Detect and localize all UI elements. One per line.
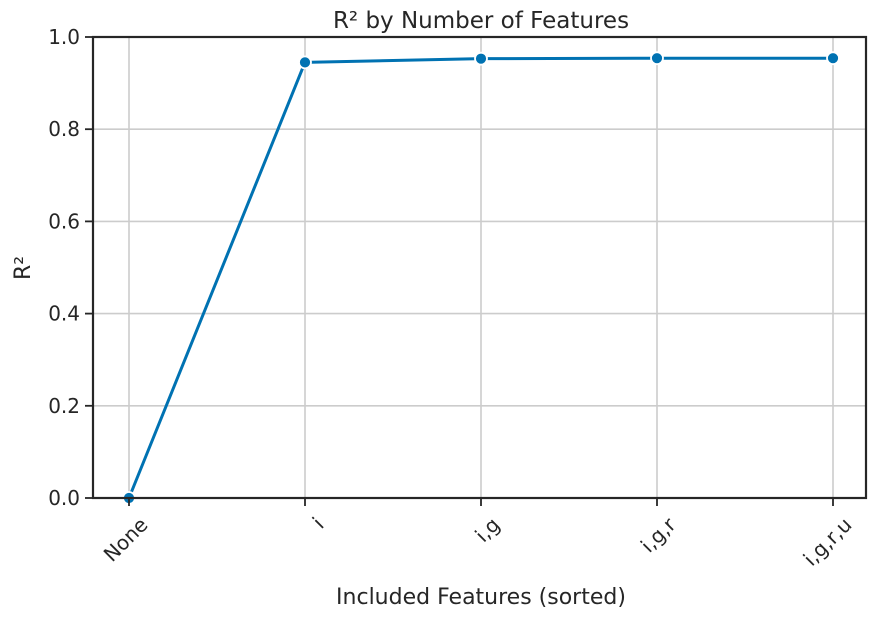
y-tick-label: 1.0 [48, 25, 80, 49]
plot-frame [91, 35, 868, 500]
grid-lines [93, 36, 866, 499]
x-axis-label: Included Features (sorted) [336, 585, 626, 610]
data-point [826, 51, 840, 66]
y-axis-label: R² [11, 256, 36, 280]
y-tick-label: 0.4 [48, 302, 80, 326]
x-tick-label: i,g [470, 513, 504, 547]
chart-title: R² by Number of Features [333, 8, 629, 34]
axis-ticks: None i i,g i,g,r i,g,r,u 0.0 0.2 0.4 0.6 0.8 1.0 [48, 25, 856, 571]
data-point [650, 51, 664, 66]
x-tick-label: i,g,r,u [798, 513, 856, 571]
y-tick-label: 0.0 [48, 486, 80, 510]
y-tick-label: 0.2 [48, 394, 80, 418]
y-tick-label: 0.8 [48, 117, 80, 141]
y-tick-label: 0.6 [48, 209, 80, 233]
x-tick-label: None [99, 513, 153, 567]
x-tick-label: i [308, 513, 329, 534]
data-point [474, 51, 488, 66]
x-tick-label: i,g,r [636, 512, 681, 557]
data-point [298, 55, 312, 70]
